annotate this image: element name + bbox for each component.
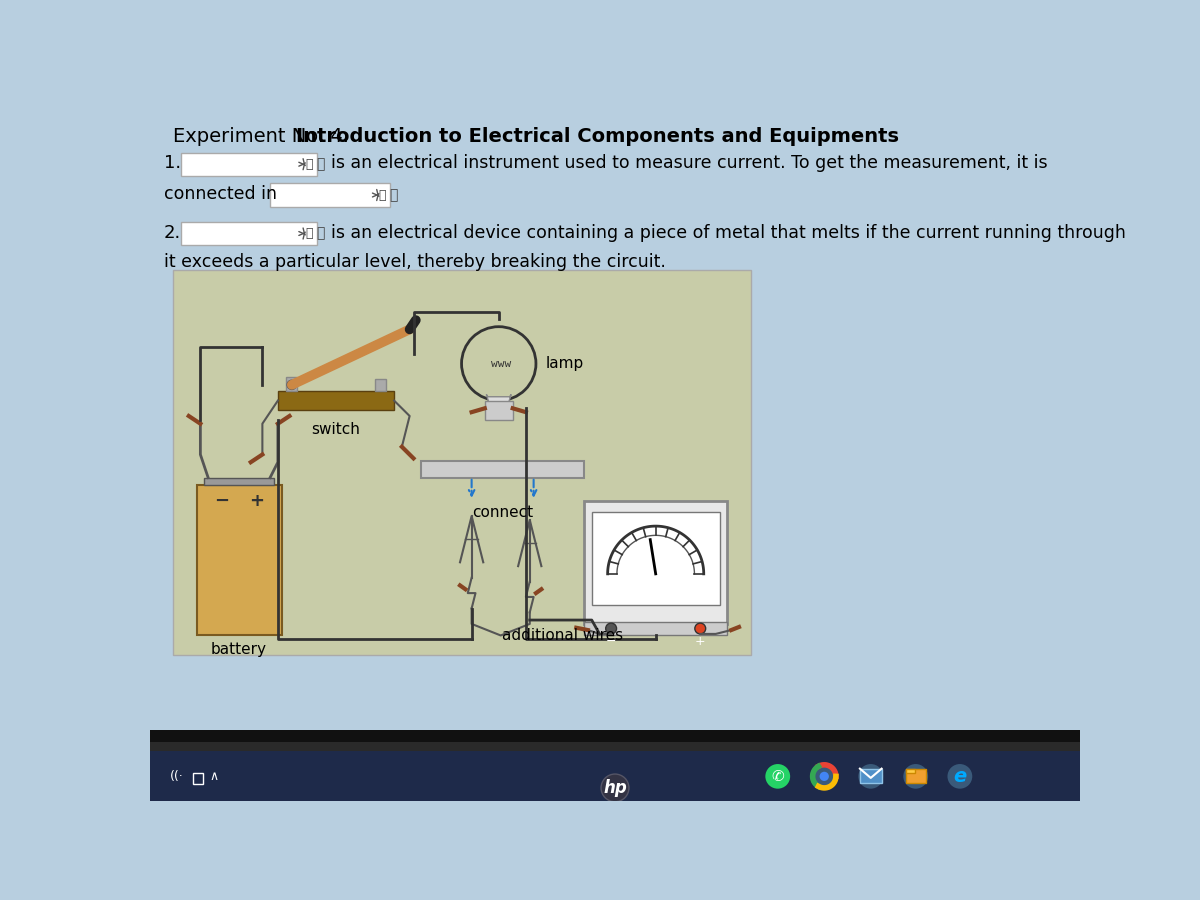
Text: ⬧: ⬧ [317, 158, 325, 171]
Text: hp: hp [604, 778, 626, 796]
Text: −: − [606, 634, 617, 648]
Bar [286, 377, 298, 391]
Bar [204, 478, 274, 485]
FancyBboxPatch shape [197, 485, 282, 635]
Circle shape [810, 762, 839, 790]
Text: connect: connect [472, 505, 533, 519]
FancyBboxPatch shape [181, 153, 317, 176]
Bar [485, 400, 512, 419]
FancyBboxPatch shape [421, 461, 584, 478]
Text: ✆: ✆ [772, 769, 784, 784]
Circle shape [287, 380, 296, 390]
Text: ⬧: ⬧ [305, 158, 313, 171]
FancyBboxPatch shape [181, 222, 317, 245]
Text: −: − [215, 491, 229, 509]
Circle shape [820, 771, 829, 781]
Text: 1.: 1. [164, 154, 181, 172]
Text: battery: battery [211, 642, 268, 657]
Text: www: www [491, 358, 511, 369]
Text: +: + [248, 491, 264, 509]
Text: ⬧: ⬧ [305, 227, 313, 240]
Text: ⬧: ⬧ [317, 227, 325, 240]
Circle shape [948, 764, 972, 788]
Text: 2.: 2. [164, 223, 181, 241]
Text: is an electrical instrument used to measure current. To get the measurement, it : is an electrical instrument used to meas… [331, 154, 1048, 172]
Circle shape [904, 764, 928, 788]
Bar [150, 730, 1080, 742]
FancyBboxPatch shape [173, 270, 751, 654]
Bar [860, 769, 882, 782]
Text: Introduction to Electrical Components and Equipments: Introduction to Electrical Components an… [295, 127, 899, 146]
Circle shape [858, 764, 883, 788]
FancyBboxPatch shape [270, 184, 390, 207]
Text: is an electrical device containing a piece of metal that melts if the current ru: is an electrical device containing a pie… [331, 223, 1127, 241]
FancyBboxPatch shape [278, 391, 394, 410]
Circle shape [695, 623, 706, 634]
Circle shape [601, 774, 629, 802]
Text: lamp: lamp [545, 356, 583, 371]
Text: additional wires: additional wires [502, 628, 623, 643]
Text: ⬧: ⬧ [389, 188, 397, 202]
Bar [906, 770, 914, 773]
Bar [584, 622, 727, 635]
Circle shape [606, 623, 617, 634]
Text: switch: switch [312, 422, 360, 436]
Text: ∧: ∧ [209, 770, 218, 783]
Text: it exceeds a particular level, thereby breaking the circuit.: it exceeds a particular level, thereby b… [164, 253, 666, 271]
Text: ⬧: ⬧ [379, 188, 386, 202]
Text: ((·: ((· [170, 770, 184, 783]
FancyBboxPatch shape [584, 500, 727, 624]
Text: e: e [953, 767, 966, 786]
FancyBboxPatch shape [592, 512, 720, 605]
Text: +: + [695, 634, 706, 648]
Circle shape [766, 764, 790, 788]
Bar [906, 769, 925, 782]
Bar [193, 773, 204, 784]
Bar [374, 380, 386, 391]
Text: connected in: connected in [164, 185, 277, 203]
Bar [150, 751, 1080, 801]
Polygon shape [486, 394, 511, 404]
Bar [150, 742, 1080, 751]
Text: Experiment No. 4.: Experiment No. 4. [173, 127, 361, 146]
